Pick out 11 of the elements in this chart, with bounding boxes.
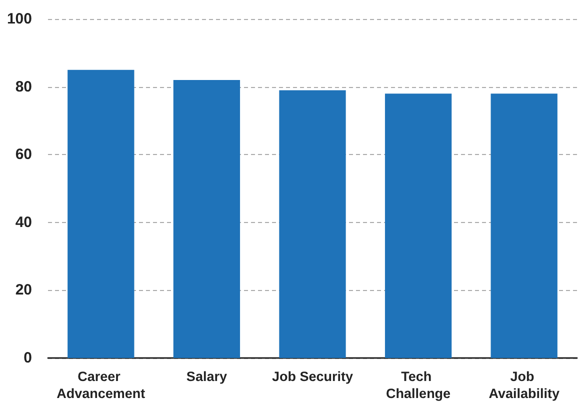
y-tick-label: 80	[15, 78, 32, 96]
x-tick-label: Job Availability	[488, 369, 560, 401]
y-tick-label: 0	[24, 350, 32, 366]
y-tick-label: 60	[15, 146, 32, 164]
x-tick-label: Career Advancement	[56, 369, 146, 401]
x-tick-label: Job Security	[272, 369, 354, 384]
x-tick-label: Tech Challenge	[386, 369, 452, 401]
y-tick-label: 40	[15, 214, 32, 231]
x-tick-label: Salary	[186, 369, 228, 384]
y-tick-label: 100	[6, 10, 32, 28]
y-tick-label: 20	[15, 282, 32, 299]
